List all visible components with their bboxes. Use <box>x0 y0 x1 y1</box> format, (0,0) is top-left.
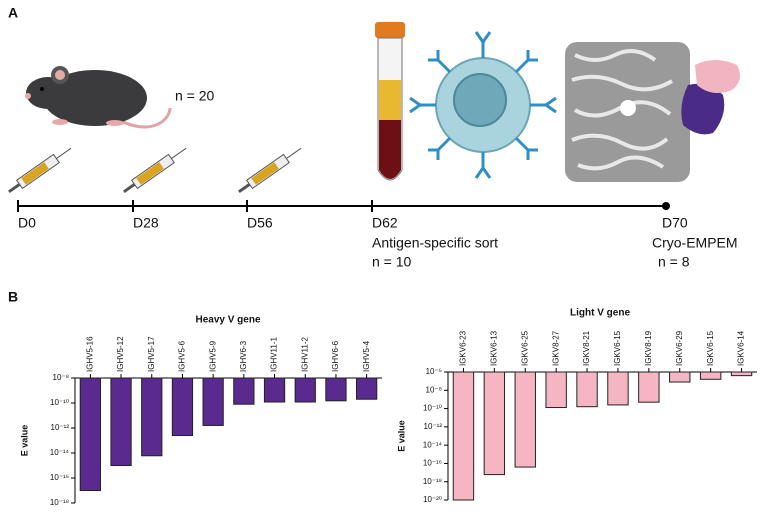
category-label: IGKV8-27 <box>551 330 560 366</box>
bar <box>202 377 224 426</box>
category-label: IGKV6-23 <box>459 330 468 366</box>
y-tick-label: 10⁻¹⁶ <box>50 473 69 482</box>
chart-title: Light V gene <box>570 308 630 319</box>
y-axis-label: E value <box>396 420 406 452</box>
bar <box>356 377 378 400</box>
cryo-em-map <box>565 42 741 182</box>
bar <box>452 371 475 501</box>
bar <box>699 371 722 380</box>
bar <box>263 377 286 403</box>
y-tick-label: 10⁻¹⁰ <box>50 398 69 407</box>
category-label: IGKV6-15 <box>613 330 622 366</box>
cryo-label: Cryo-EMPEM <box>652 235 738 251</box>
category-label: IGKV6-15 <box>706 330 715 366</box>
bar <box>576 371 598 408</box>
panel-label: A <box>8 5 18 21</box>
y-tick-label: 10⁻¹⁰ <box>423 404 442 413</box>
bar <box>607 371 629 406</box>
b-cell <box>409 31 557 179</box>
y-axis-label: E value <box>19 425 29 457</box>
mouse-illustration <box>25 66 172 129</box>
y-tick-label: 10⁻¹⁴ <box>423 440 443 449</box>
category-label: IGHV5-16 <box>85 336 94 372</box>
bar <box>638 371 660 403</box>
category-label: IGKV8-21 <box>582 330 591 366</box>
bar <box>141 377 163 457</box>
cryo-count: n = 8 <box>658 254 690 270</box>
y-tick-label: 10⁻¹⁸ <box>423 477 442 486</box>
category-label: IGHV5-12 <box>116 336 125 372</box>
sort-label: Antigen-specific sort <box>372 235 498 251</box>
bar <box>730 371 753 377</box>
category-label: IGHV6-6 <box>331 340 340 372</box>
syringe-icons <box>8 147 302 194</box>
category-label: IGKV6-25 <box>520 330 529 366</box>
bar <box>514 371 536 468</box>
category-label: IGHV11-1 <box>270 336 279 372</box>
blood-tube <box>375 22 405 181</box>
bar <box>79 377 101 491</box>
timepoint-label: D0 <box>18 215 36 231</box>
y-tick-label: 10⁻⁸ <box>426 385 443 394</box>
bar <box>171 377 194 437</box>
timepoint-label: D70 <box>662 215 688 231</box>
y-tick-label: 10⁻¹² <box>51 423 70 432</box>
bar <box>233 377 255 405</box>
y-tick-label: 10⁻¹⁴ <box>50 448 70 457</box>
bar <box>110 377 132 466</box>
y-tick-label: 10⁻⁶ <box>426 367 442 376</box>
panel-label: B <box>8 289 18 305</box>
category-label: IGHV5-9 <box>208 340 217 372</box>
bar <box>545 371 567 409</box>
chart-title: Heavy V gene <box>195 315 260 326</box>
timepoint-label: D56 <box>247 215 273 231</box>
category-label: IGHV5-4 <box>362 340 371 372</box>
y-tick-label: 10⁻²⁰ <box>423 495 442 504</box>
category-label: IGKV6-14 <box>737 330 746 366</box>
y-tick-label: 10⁻¹² <box>424 422 443 431</box>
y-tick-label: 10⁻¹⁸ <box>50 498 69 507</box>
timeline <box>18 202 670 210</box>
bar <box>669 371 691 383</box>
timepoint-label: D62 <box>372 215 398 231</box>
y-tick-label: 10⁻¹⁶ <box>423 459 442 468</box>
category-label: IGKV8-19 <box>644 330 653 366</box>
bar <box>325 377 347 402</box>
mouse-count: n = 20 <box>175 88 215 104</box>
category-label: IGHV5-17 <box>147 336 156 372</box>
y-tick-label: 10⁻⁸ <box>53 373 70 382</box>
bar <box>483 371 506 476</box>
timepoint-label: D28 <box>133 215 159 231</box>
category-label: IGHV6-3 <box>239 340 248 372</box>
category-label: IGHV11-2 <box>300 336 309 372</box>
category-label: IGKV6-13 <box>489 330 498 366</box>
bar <box>294 377 316 403</box>
category-label: IGHV5-6 <box>178 340 187 372</box>
sort-count: n = 10 <box>372 254 412 270</box>
category-label: IGKV6-29 <box>675 330 684 366</box>
